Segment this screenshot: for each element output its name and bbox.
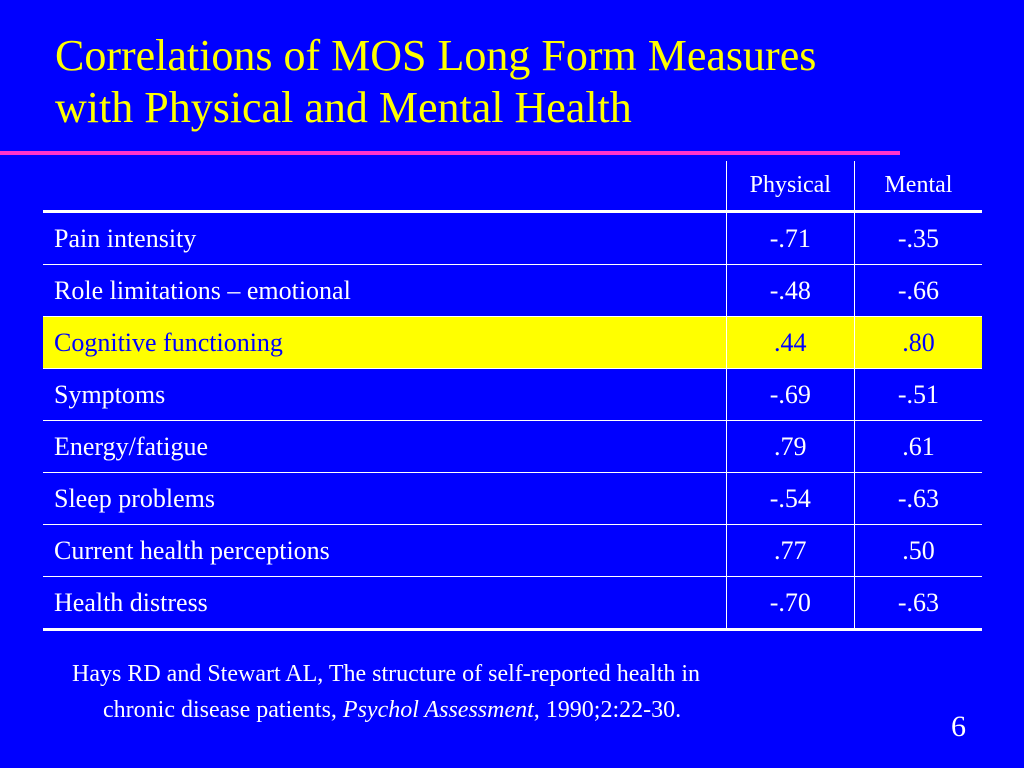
header-measure (43, 161, 727, 213)
header-mental: Mental (853, 161, 982, 213)
physical-value: -.69 (725, 368, 855, 421)
mental-value: -.63 (853, 576, 982, 631)
physical-value: .79 (725, 420, 855, 473)
citation-journal: Psychol Assessment (342, 697, 534, 723)
table-header-row: Physical Mental (43, 161, 982, 213)
mental-value: .50 (853, 524, 982, 577)
title-line-2: with Physical and Mental Health (55, 83, 632, 132)
table-row: Sleep problems -.54 -.63 (43, 472, 982, 525)
slide-title: Correlations of MOS Long Form Measures w… (55, 30, 995, 134)
row-label: Role limitations – emotional (43, 264, 727, 317)
physical-value: .44 (725, 316, 855, 369)
physical-value: -.48 (725, 264, 855, 317)
table-row: Pain intensity -.71 -.35 (43, 211, 982, 265)
table-row: Health distress -.70 -.63 (43, 576, 982, 631)
table-row: Current health perceptions .77.50 (43, 524, 982, 577)
mental-value: -.66 (853, 264, 982, 317)
table-row: Role limitations – emotional -.48 -.66 (43, 264, 982, 317)
mental-value: -.63 (853, 472, 982, 525)
row-label: Sleep problems (43, 472, 727, 525)
table-row: Symptoms -.69 -.51 (43, 368, 982, 421)
table-row: Cognitive functioning .44.80 (43, 316, 982, 369)
title-divider (0, 151, 900, 155)
physical-value: -.70 (725, 576, 855, 631)
row-label: Symptoms (43, 368, 727, 421)
correlation-table: Physical Mental Pain intensity -.71 -.35 Ro… (43, 161, 982, 631)
row-label: Pain intensity (43, 211, 727, 265)
row-label: Health distress (43, 576, 727, 631)
mental-value: -.51 (853, 368, 982, 421)
citation: Hays RD and Stewart AL, The structure of… (72, 656, 932, 728)
row-label: Current health perceptions (43, 524, 727, 577)
mental-value: .61 (853, 420, 982, 473)
row-label: Cognitive functioning (43, 316, 727, 369)
physical-value: .77 (725, 524, 855, 577)
table-row: Energy/fatigue .79.61 (43, 420, 982, 473)
title-line-1: Correlations of MOS Long Form Measures (55, 31, 817, 80)
physical-value: -.71 (725, 211, 855, 265)
mental-value: -.35 (853, 211, 982, 265)
citation-line-2: chronic disease patients, Psychol Assess… (72, 692, 932, 728)
mental-value: .80 (853, 316, 982, 369)
page-number: 6 (951, 710, 966, 743)
citation-prefix: chronic disease patients, (103, 697, 343, 723)
row-label: Energy/fatigue (43, 420, 727, 473)
table-body: Pain intensity -.71 -.35 Role limitations –… (43, 211, 982, 631)
citation-suffix: , 1990;2:22-30. (533, 697, 682, 723)
citation-line-1: Hays RD and Stewart AL, The structure of… (72, 661, 701, 687)
header-physical: Physical (725, 161, 855, 213)
physical-value: -.54 (725, 472, 855, 525)
